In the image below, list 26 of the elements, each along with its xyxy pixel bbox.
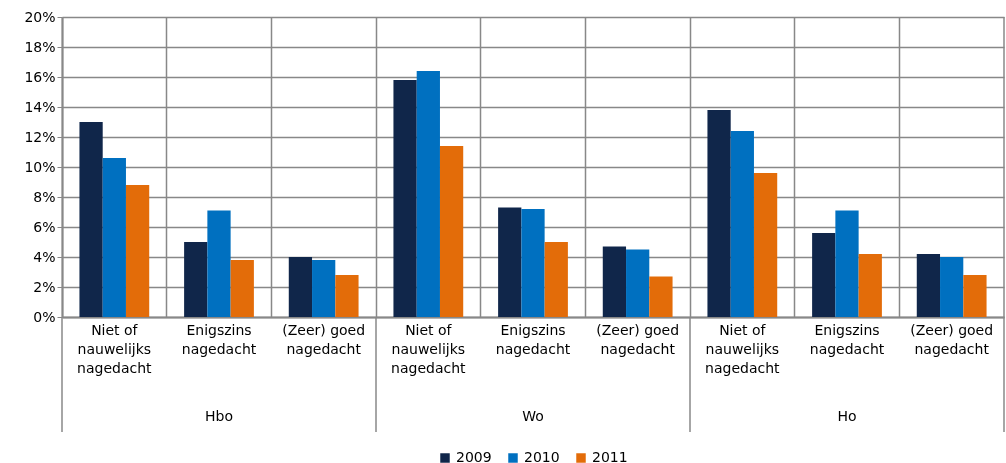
text: Ho bbox=[837, 408, 857, 424]
y-tick-label: 18% bbox=[24, 38, 56, 55]
x-tick-label: (Zeer) goed nagedacht bbox=[910, 321, 994, 357]
text: Wo bbox=[522, 408, 544, 424]
x-tick-label: Niet of nauwelijks nagedacht bbox=[705, 321, 781, 376]
x-tick-label: Niet of nauwelijks nagedacht bbox=[77, 321, 153, 376]
x-tick-label: (Zeer) goed nagedacht bbox=[596, 321, 680, 357]
text: Hbo bbox=[205, 408, 233, 424]
x-tick-label: Enigszins nagedacht bbox=[181, 321, 257, 357]
x-tick-label: Enigszins nagedacht bbox=[809, 321, 885, 357]
y-tick-label: 20% bbox=[24, 8, 56, 25]
x-tick-label: Niet of nauwelijks nagedacht bbox=[391, 321, 467, 376]
y-tick-label: 12% bbox=[24, 128, 56, 145]
y-tick-label: 0% bbox=[33, 308, 56, 325]
legend-label: 2009 bbox=[456, 449, 492, 463]
y-tick-label: 2% bbox=[33, 278, 56, 295]
y-tick-label: 10% bbox=[24, 158, 56, 175]
y-tick-label: 4% bbox=[33, 248, 56, 265]
legend-label: 2011 bbox=[592, 449, 628, 463]
y-tick-label: 6% bbox=[33, 218, 56, 235]
legend-label: 2010 bbox=[524, 449, 560, 463]
y-tick-label: 16% bbox=[24, 68, 56, 85]
x-tick-label: (Zeer) goed nagedacht bbox=[282, 321, 366, 357]
y-tick-label: 14% bbox=[24, 98, 56, 115]
x-tick-label: Enigszins nagedacht bbox=[495, 321, 571, 357]
y-tick-label: 8% bbox=[33, 188, 56, 205]
